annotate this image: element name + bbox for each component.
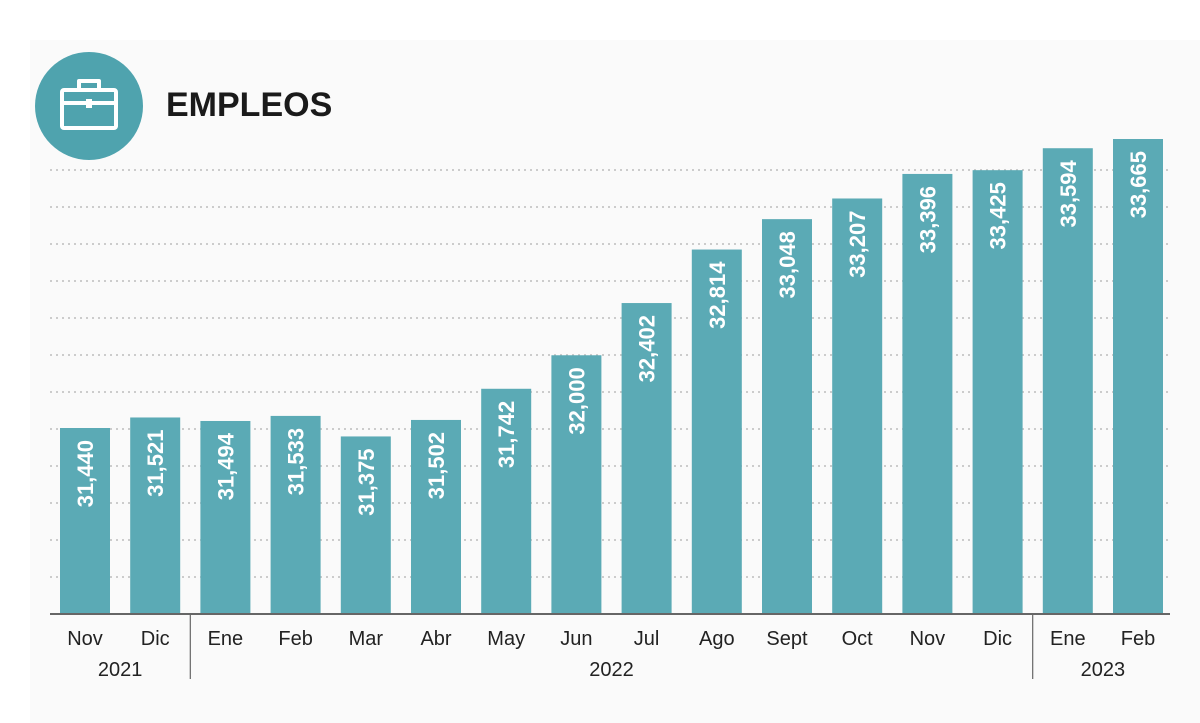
x-tick-label: Ene (1050, 628, 1086, 650)
bar (621, 303, 672, 614)
bar (691, 249, 742, 615)
x-tick-label: Feb (278, 628, 312, 650)
x-tick-label: Abr (420, 628, 451, 650)
bar (1042, 148, 1093, 614)
bar-value-label: 33,665 (1126, 151, 1151, 218)
x-tick-label: May (487, 628, 525, 650)
x-axis: Nov Dic Ene Feb Mar Abr May Jun Jul Ago Sept Oct Nov… (50, 613, 1170, 681)
x-tick-label: Oct (842, 628, 874, 650)
bar-value-label: 31,521 (143, 429, 168, 496)
x-tick-label: Mar (349, 628, 384, 650)
bar-value-label: 33,048 (775, 231, 800, 298)
bar (340, 436, 391, 614)
bars: 31,440 31,521 31,494 31,533 31,375 31,502 31,7… (60, 139, 1163, 615)
bar-value-label: 33,594 (1056, 159, 1081, 227)
bar (762, 219, 812, 614)
header: EMPLEOS (35, 52, 332, 160)
bar-value-label: 31,533 (284, 428, 309, 495)
x-tick-label: Ene (208, 628, 244, 650)
bar-value-label: 32,814 (705, 261, 730, 329)
bar-value-label: 32,402 (635, 315, 660, 382)
x-tick-label: Ago (699, 628, 735, 650)
bar-value-label: 32,000 (564, 367, 589, 434)
bar-value-label: 31,494 (213, 432, 238, 500)
bar (270, 415, 321, 614)
bar (551, 355, 602, 614)
year-group-label: 2021 (98, 659, 143, 681)
bar (411, 419, 461, 614)
x-tick-label: Dic (983, 628, 1012, 650)
bar-value-label: 33,396 (915, 186, 940, 253)
x-tick-label: Sept (766, 628, 808, 650)
x-tick-label: Nov (910, 628, 946, 650)
bar (60, 428, 110, 614)
briefcase-icon (60, 79, 118, 130)
bar (832, 198, 883, 615)
bar-value-label: 31,440 (73, 440, 98, 507)
x-tick-label: Jul (634, 628, 660, 650)
bar-value-label: 33,207 (845, 210, 870, 277)
bar (972, 170, 1023, 614)
bar (130, 417, 181, 614)
x-tick-label: Nov (67, 628, 103, 650)
bar (481, 388, 532, 614)
bar-value-label: 33,425 (986, 182, 1011, 249)
x-tick-label: Dic (141, 628, 170, 650)
bar (200, 420, 251, 614)
bar-value-label: 31,375 (354, 448, 379, 515)
x-tick-label: Jun (560, 628, 592, 650)
gridlines (50, 169, 1170, 578)
bar (902, 173, 953, 615)
bar-value-label: 31,502 (424, 432, 449, 499)
year-group-label: 2022 (589, 659, 634, 681)
x-tick-label: Feb (1121, 628, 1155, 650)
chart-title: EMPLEOS (166, 86, 332, 124)
year-group-label: 2023 (1081, 659, 1126, 681)
bar-value-label: 31,742 (494, 401, 519, 468)
bar (1113, 139, 1163, 614)
